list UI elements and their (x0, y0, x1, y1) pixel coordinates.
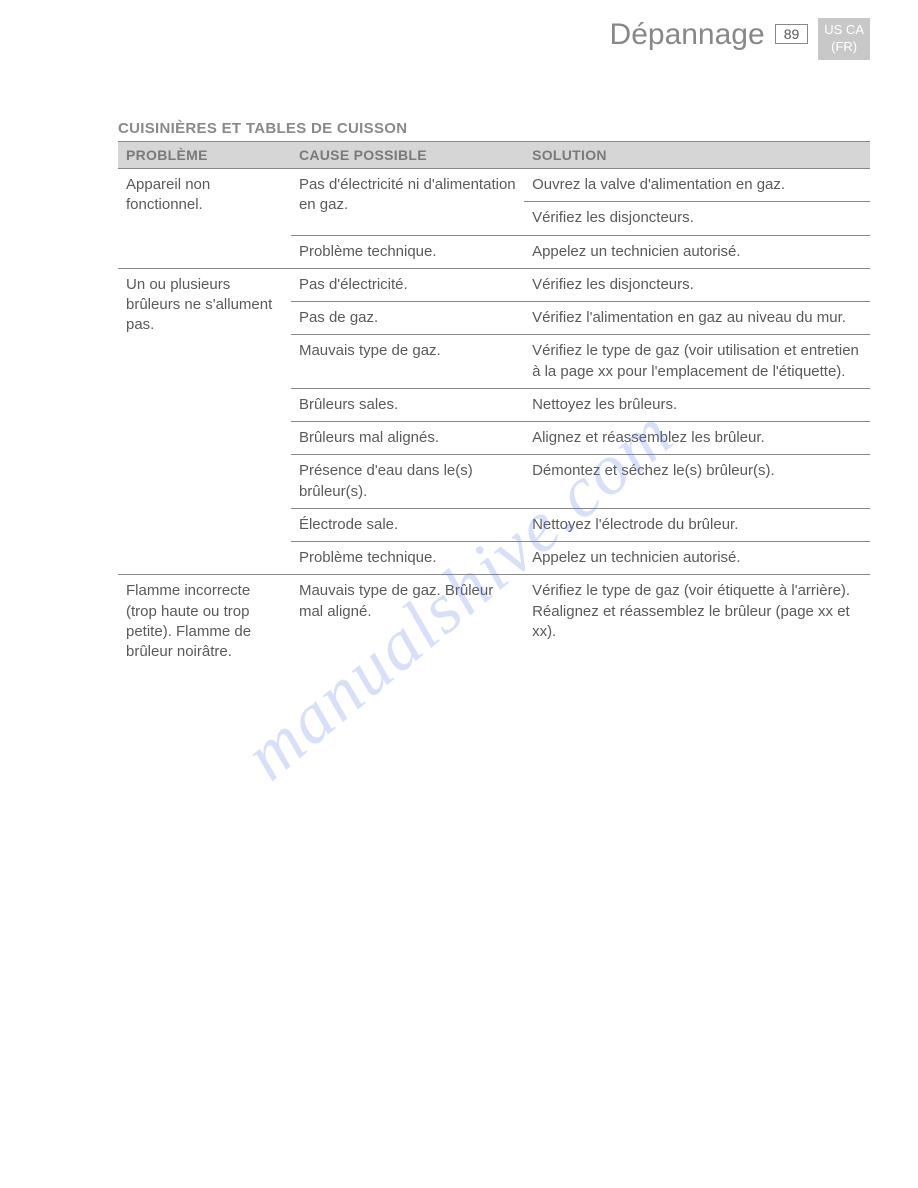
solution-cell: Nettoyez les brûleurs. (524, 388, 870, 421)
solution-cell: Appelez un technicien autorisé. (524, 235, 870, 268)
cause-cell: Électrode sale. (291, 508, 524, 541)
solution-cell: Démontez et séchez le(s) brûleur(s). (524, 455, 870, 509)
solution-cell: Vérifiez les disjoncteurs. (524, 268, 870, 301)
cause-cell: Problème technique. (291, 235, 524, 268)
table-row: Un ou plusieurs brûleurs ne s'allument p… (118, 268, 870, 301)
solution-cell: Ouvrez la valve d'alimentation en gaz. (524, 169, 870, 202)
cause-cell: Mauvais type de gaz. (291, 335, 524, 389)
region-top: US CA (824, 22, 864, 39)
cause-cell: Présence d'eau dans le(s) brûleur(s). (291, 455, 524, 509)
col-header-cause: CAUSE POSSIBLE (291, 142, 524, 169)
region-badge: US CA (FR) (818, 18, 870, 60)
solution-cell: Alignez et réassemblez les brûleur. (524, 422, 870, 455)
cause-cell: Brûleurs mal alignés. (291, 422, 524, 455)
table-header-row: PROBLÈME CAUSE POSSIBLE SOLUTION (118, 142, 870, 169)
troubleshooting-table: PROBLÈME CAUSE POSSIBLE SOLUTION Apparei… (118, 141, 870, 668)
section-title: CUISINIÈRES ET TABLES DE CUISSON (118, 120, 870, 137)
cause-cell: Pas d'électricité ni d'alimentation en g… (291, 169, 524, 236)
region-bottom: (FR) (824, 39, 864, 56)
solution-cell: Appelez un technicien autorisé. (524, 542, 870, 575)
problem-cell: Appareil non fonctionnel. (118, 169, 291, 269)
table-row: Flamme incorrecte (trop haute ou trop pe… (118, 575, 870, 669)
table-body: Appareil non fonctionnel.Pas d'électrici… (118, 169, 870, 669)
solution-cell: Vérifiez le type de gaz (voir utilisatio… (524, 335, 870, 389)
page-number: 89 (775, 24, 809, 44)
solution-cell: Vérifiez les disjoncteurs. (524, 202, 870, 235)
cause-cell: Pas de gaz. (291, 302, 524, 335)
problem-cell: Un ou plusieurs brûleurs ne s'allument p… (118, 268, 291, 575)
col-header-problem: PROBLÈME (118, 142, 291, 169)
cause-cell: Mauvais type de gaz. Brûleur mal aligné. (291, 575, 524, 669)
page-header: Dépannage 89 US CA (FR) (610, 18, 870, 60)
solution-cell: Vérifiez l'alimentation en gaz au niveau… (524, 302, 870, 335)
cause-cell: Problème technique. (291, 542, 524, 575)
content-area: CUISINIÈRES ET TABLES DE CUISSON PROBLÈM… (118, 120, 870, 668)
solution-cell: Vérifiez le type de gaz (voir étiquette … (524, 575, 870, 669)
table-row: Appareil non fonctionnel.Pas d'électrici… (118, 169, 870, 202)
cause-cell: Pas d'électricité. (291, 268, 524, 301)
page-title: Dépannage (610, 18, 765, 52)
col-header-solution: SOLUTION (524, 142, 870, 169)
solution-cell: Nettoyez l'électrode du brûleur. (524, 508, 870, 541)
cause-cell: Brûleurs sales. (291, 388, 524, 421)
problem-cell: Flamme incorrecte (trop haute ou trop pe… (118, 575, 291, 669)
